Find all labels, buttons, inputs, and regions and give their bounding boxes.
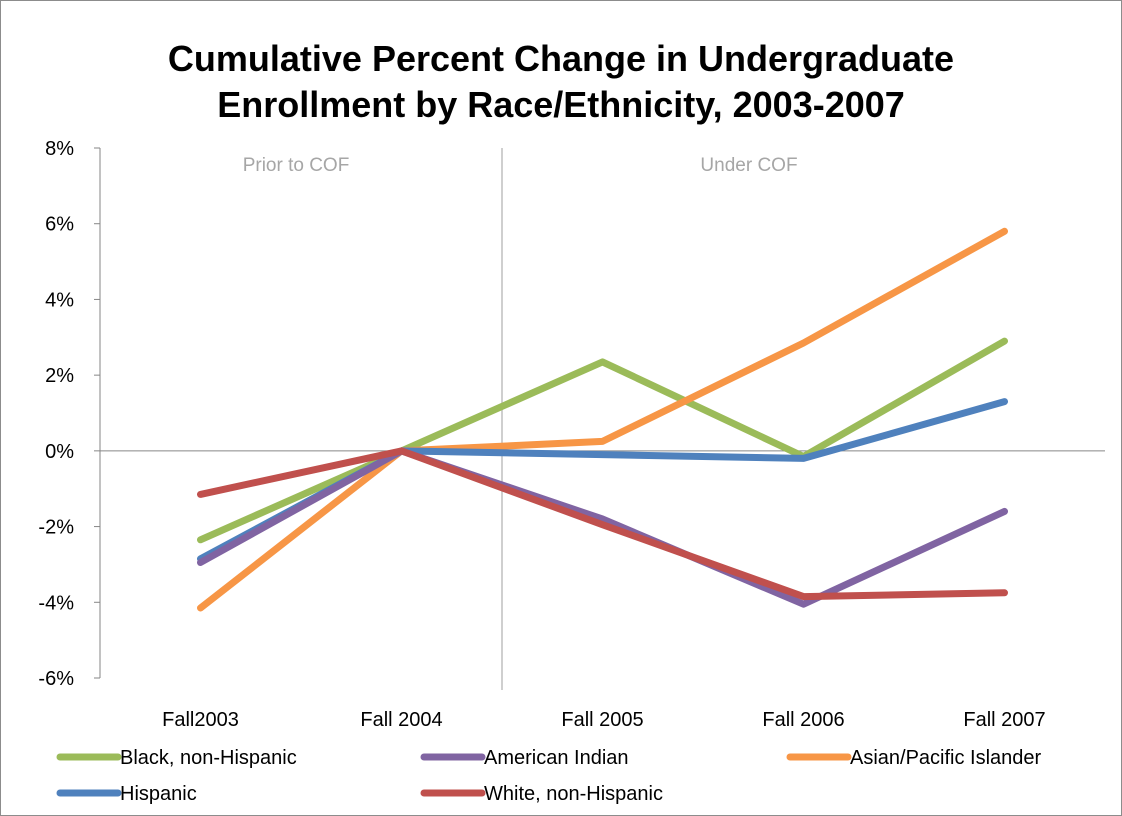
x-tick-label: Fall 2007 xyxy=(963,709,1045,731)
x-tick-label: Fall 2005 xyxy=(561,709,643,731)
region-annotations: Prior to COF Under COF xyxy=(243,155,798,176)
x-tick-label: Fall 2006 xyxy=(762,709,844,731)
annotation-under-cof: Under COF xyxy=(700,155,797,176)
y-tick-label: -6% xyxy=(38,668,74,690)
legend-label: Asian/Pacific Islander xyxy=(850,747,1042,769)
series-line xyxy=(201,451,1005,597)
axes: 8% 6% 4% 2% 0% -2% -4% -6% Fall2003 Fall 2004 Fall… xyxy=(38,138,1105,731)
y-tick-label: -4% xyxy=(38,592,74,614)
y-tick-label: 2% xyxy=(45,365,74,387)
legend: Black, non-Hispanic American Indian Asian/… xyxy=(60,747,1042,805)
y-tick-label: 0% xyxy=(45,441,74,463)
x-tick-label: Fall2003 xyxy=(162,709,239,731)
y-tick-label: 8% xyxy=(45,138,74,160)
y-tick-label: 6% xyxy=(45,214,74,236)
x-tick-label: Fall 2004 xyxy=(360,709,442,731)
legend-label: American Indian xyxy=(484,747,629,769)
series-line xyxy=(201,231,1005,608)
annotation-prior-to-cof: Prior to COF xyxy=(243,155,350,176)
y-tick-label: 4% xyxy=(45,289,74,311)
legend-label: Hispanic xyxy=(120,783,197,805)
series-lines xyxy=(201,231,1005,608)
y-tick-label: -2% xyxy=(38,517,74,539)
legend-label: Black, non-Hispanic xyxy=(120,747,297,769)
series-line xyxy=(201,402,1005,559)
legend-label: White, non-Hispanic xyxy=(484,783,663,805)
